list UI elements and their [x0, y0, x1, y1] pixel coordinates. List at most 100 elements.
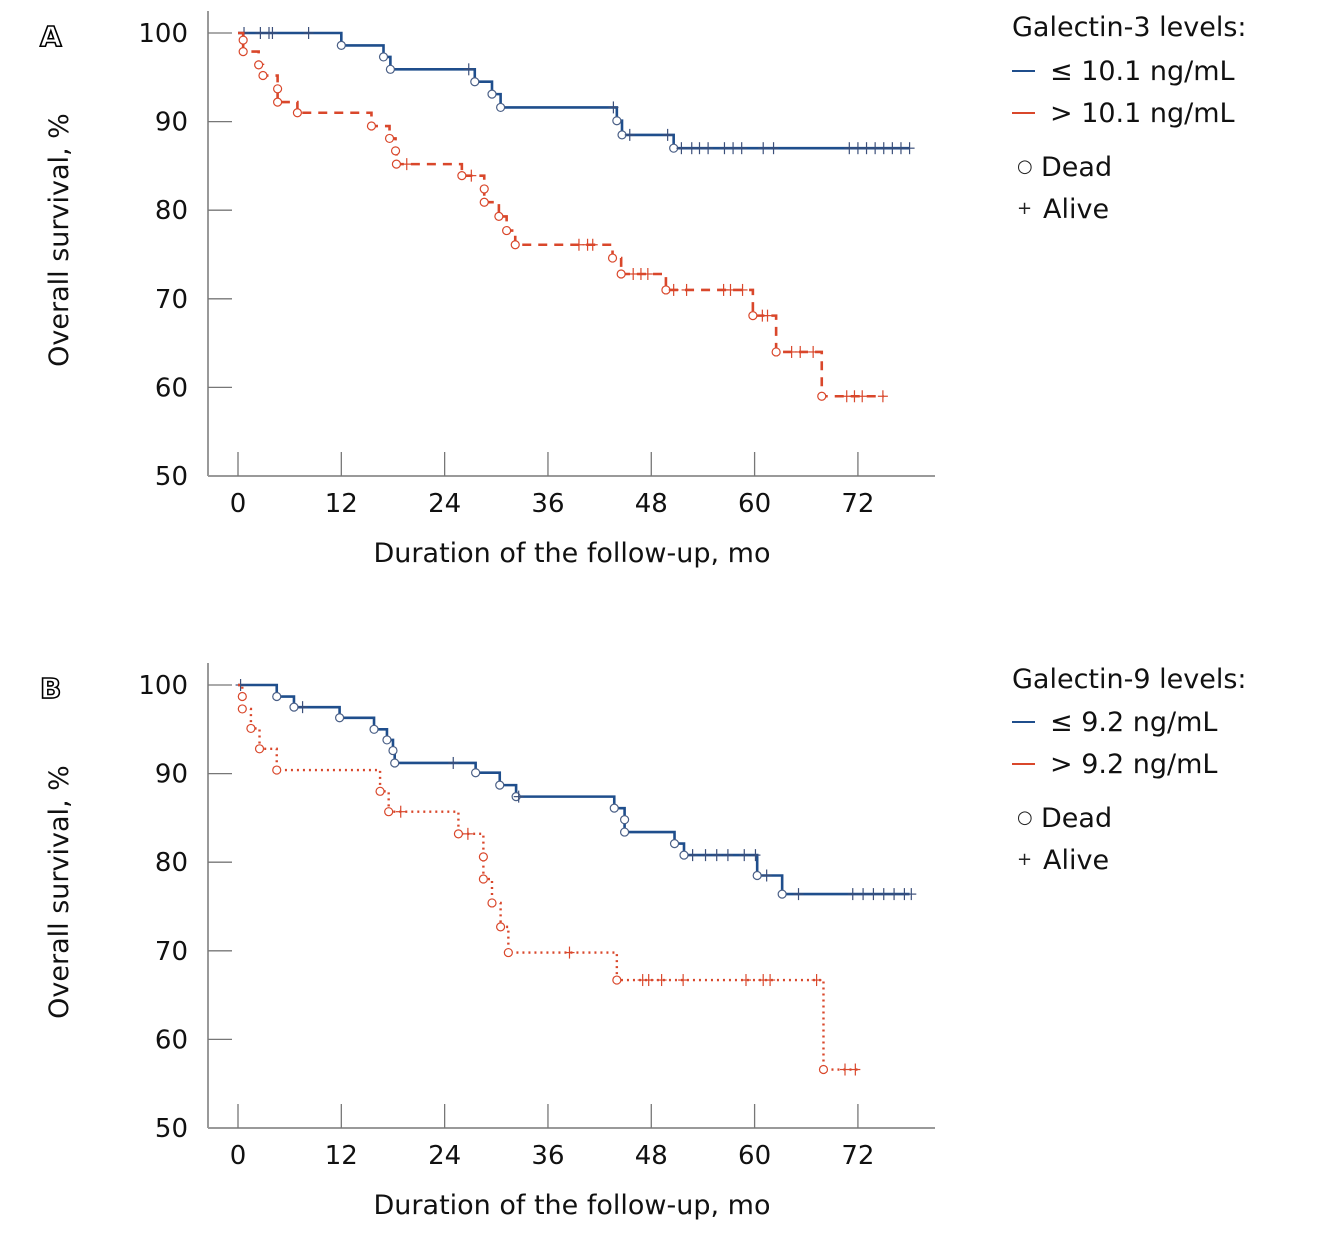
alive-marker [466, 169, 477, 182]
alive-marker [811, 974, 822, 987]
panel-a-legend-dead: Dead [1041, 152, 1112, 183]
series-high [238, 31, 888, 403]
alive-marker [462, 827, 473, 840]
alive-marker [858, 888, 869, 901]
y-tick-label: 90 [155, 108, 188, 138]
alive-marker [573, 238, 584, 251]
dead-marker [388, 745, 398, 756]
alive-marker [793, 888, 804, 901]
y-tick-label: 70 [155, 937, 188, 967]
alive-marker [656, 974, 667, 987]
dead-marker [478, 852, 488, 862]
y-tick-label: 100 [138, 671, 188, 701]
panel-a: A Overall survival, % Duration of the fo… [39, 11, 1247, 569]
alive-marker [808, 345, 819, 358]
dead-marker [679, 850, 689, 860]
panel-a-y-axis-title: Overall survival, % [44, 113, 75, 367]
alive-marker [761, 869, 772, 882]
alive-marker [840, 1063, 851, 1076]
panel-a-x-axis-title: Duration of the follow-up, mo [374, 538, 771, 569]
alive-marker [703, 142, 714, 155]
dead-marker [471, 768, 481, 778]
x-tick-label: 12 [325, 489, 358, 519]
dead-marker [619, 827, 630, 837]
alive-marker [887, 142, 898, 155]
dead-marker [752, 870, 762, 881]
dead-marker [254, 60, 264, 70]
survival-curve-high [238, 683, 858, 1071]
panel-a-legend-alive-symbol: + [1017, 198, 1032, 219]
panel-b-legend-title: Galectin-9 levels: [1012, 664, 1247, 695]
alive-marker [765, 974, 776, 987]
dead-marker [612, 975, 622, 985]
alive-marker [737, 283, 748, 296]
alive-marker [844, 142, 855, 155]
dead-marker [510, 240, 520, 250]
dead-marker [384, 133, 395, 144]
alive-marker [728, 142, 739, 155]
panel-b-x-axis-title: Duration of the follow-up, mo [374, 1190, 771, 1221]
dead-marker [494, 211, 504, 222]
alive-marker [687, 849, 698, 862]
y-tick-label: 60 [155, 373, 188, 403]
dead-marker [272, 691, 282, 702]
alive-marker [786, 345, 797, 358]
panel-a-legend-low: ≤ 10.1 ng/mL [1050, 56, 1235, 87]
dead-marker [238, 47, 248, 57]
dead-marker [479, 184, 489, 194]
alive-marker [235, 679, 246, 691]
alive-marker [681, 283, 692, 296]
x-tick-label: 36 [531, 489, 564, 519]
panel-b-plot: 50 60 70 80 90 100 0 12 24 36 48 60 72 [138, 663, 935, 1171]
dead-marker [384, 807, 394, 817]
y-tick-label: 60 [155, 1025, 188, 1055]
alive-marker [401, 158, 412, 171]
dead-marker [479, 197, 489, 207]
dead-marker [390, 146, 401, 156]
dead-marker [818, 1064, 829, 1075]
alive-marker [711, 849, 722, 862]
dead-marker [391, 159, 402, 169]
dead-marker [478, 874, 488, 884]
alive-marker [852, 142, 863, 155]
alive-marker [870, 142, 881, 155]
alive-marker [868, 888, 879, 901]
panel-letter-b: B [40, 672, 61, 705]
dead-marker [237, 691, 247, 702]
alive-marker [736, 142, 747, 155]
alive-marker [678, 974, 689, 987]
x-tick-label: 72 [841, 1141, 874, 1171]
x-tick-label: 48 [635, 489, 668, 519]
dead-marker [503, 947, 513, 958]
series-low [235, 679, 917, 901]
y-tick-label: 90 [155, 760, 188, 790]
y-tick-label: 100 [138, 19, 188, 49]
alive-marker [722, 849, 733, 862]
panel-letter-a: A [40, 20, 62, 53]
alive-marker [740, 974, 751, 987]
alive-marker [303, 27, 314, 39]
dead-marker [366, 121, 377, 131]
alive-marker [750, 849, 761, 862]
alive-marker [847, 888, 858, 901]
alive-marker [564, 946, 575, 959]
y-tick-label: 50 [155, 1114, 188, 1144]
dead-marker [385, 64, 395, 74]
dead-marker [289, 702, 299, 712]
dead-marker [496, 102, 506, 113]
alive-marker [395, 805, 406, 818]
alive-marker [662, 128, 673, 141]
alive-marker [255, 27, 266, 39]
x-tick-label: 24 [428, 489, 461, 519]
series-high [237, 683, 861, 1076]
dead-marker [238, 35, 248, 45]
alive-marker [904, 142, 915, 155]
dead-marker [817, 391, 827, 401]
dead-marker [453, 829, 464, 839]
panel-b-legend-high: > 9.2 ng/mL [1050, 749, 1217, 780]
x-tick-label: 60 [738, 1141, 771, 1171]
y-tick-label: 70 [155, 285, 188, 315]
panel-a-legend-high: > 10.1 ng/mL [1050, 98, 1235, 129]
dead-marker [378, 52, 389, 62]
dead-marker [487, 898, 497, 908]
